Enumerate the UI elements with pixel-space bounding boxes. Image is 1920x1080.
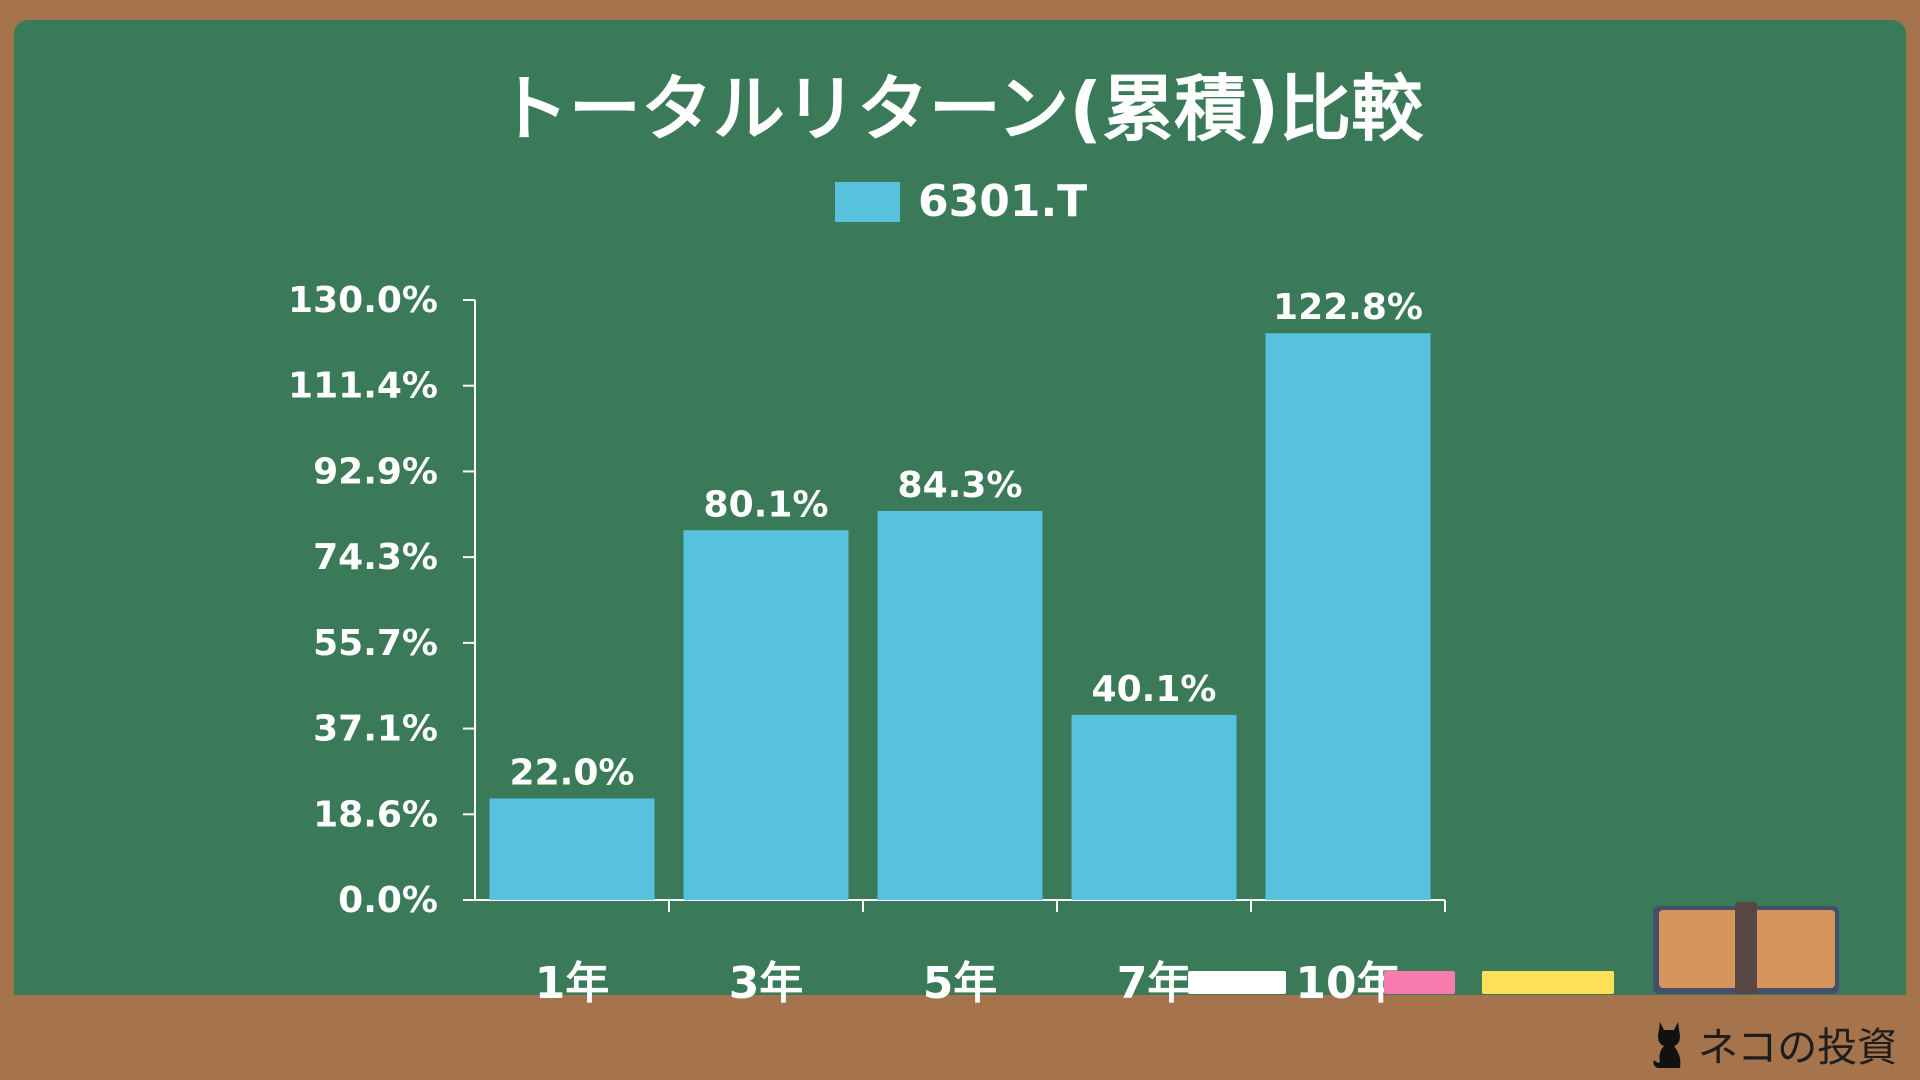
x-tick-label: 10年 (1295, 958, 1400, 1009)
legend: 6301.T (835, 176, 1087, 227)
y-tick-label: 55.7% (313, 623, 438, 664)
logo-text: ネコの投資 (1698, 1025, 1898, 1071)
y-tick-label: 111.4% (288, 366, 438, 407)
bar (489, 798, 655, 900)
data-label: 84.3% (898, 465, 1023, 506)
yellow-chalk (1482, 971, 1614, 994)
data-label: 122.8% (1273, 287, 1423, 328)
data-label: 40.1% (1092, 669, 1217, 710)
x-tick-label: 1年 (535, 958, 610, 1009)
bar (683, 530, 849, 900)
logo: ネコの投資 (1650, 1015, 1897, 1073)
cat-icon (1653, 1022, 1681, 1068)
data-label: 80.1% (704, 484, 829, 525)
x-tick-label: 5年 (923, 958, 998, 1009)
white-chalk (1188, 971, 1286, 994)
pink-chalk (1384, 971, 1455, 994)
y-tick-label: 92.9% (313, 451, 438, 492)
y-tick-label: 0.0% (338, 880, 438, 921)
bar (1265, 333, 1431, 900)
y-tick-label: 37.1% (313, 709, 438, 750)
legend-label: 6301.T (918, 176, 1088, 227)
bar (1071, 714, 1237, 900)
x-tick-label: 3年 (729, 958, 804, 1009)
x-tick-label: 7年 (1117, 958, 1192, 1009)
y-tick-label: 74.3% (313, 537, 438, 578)
data-label: 22.0% (510, 752, 635, 793)
bar (877, 510, 1043, 900)
y-tick-label: 130.0% (288, 280, 438, 321)
chart-title: トータルリターン(累積)比較 (496, 67, 1424, 151)
y-tick-label: 18.6% (313, 794, 438, 835)
eraser-icon (1653, 902, 1839, 994)
legend-swatch (835, 181, 900, 222)
